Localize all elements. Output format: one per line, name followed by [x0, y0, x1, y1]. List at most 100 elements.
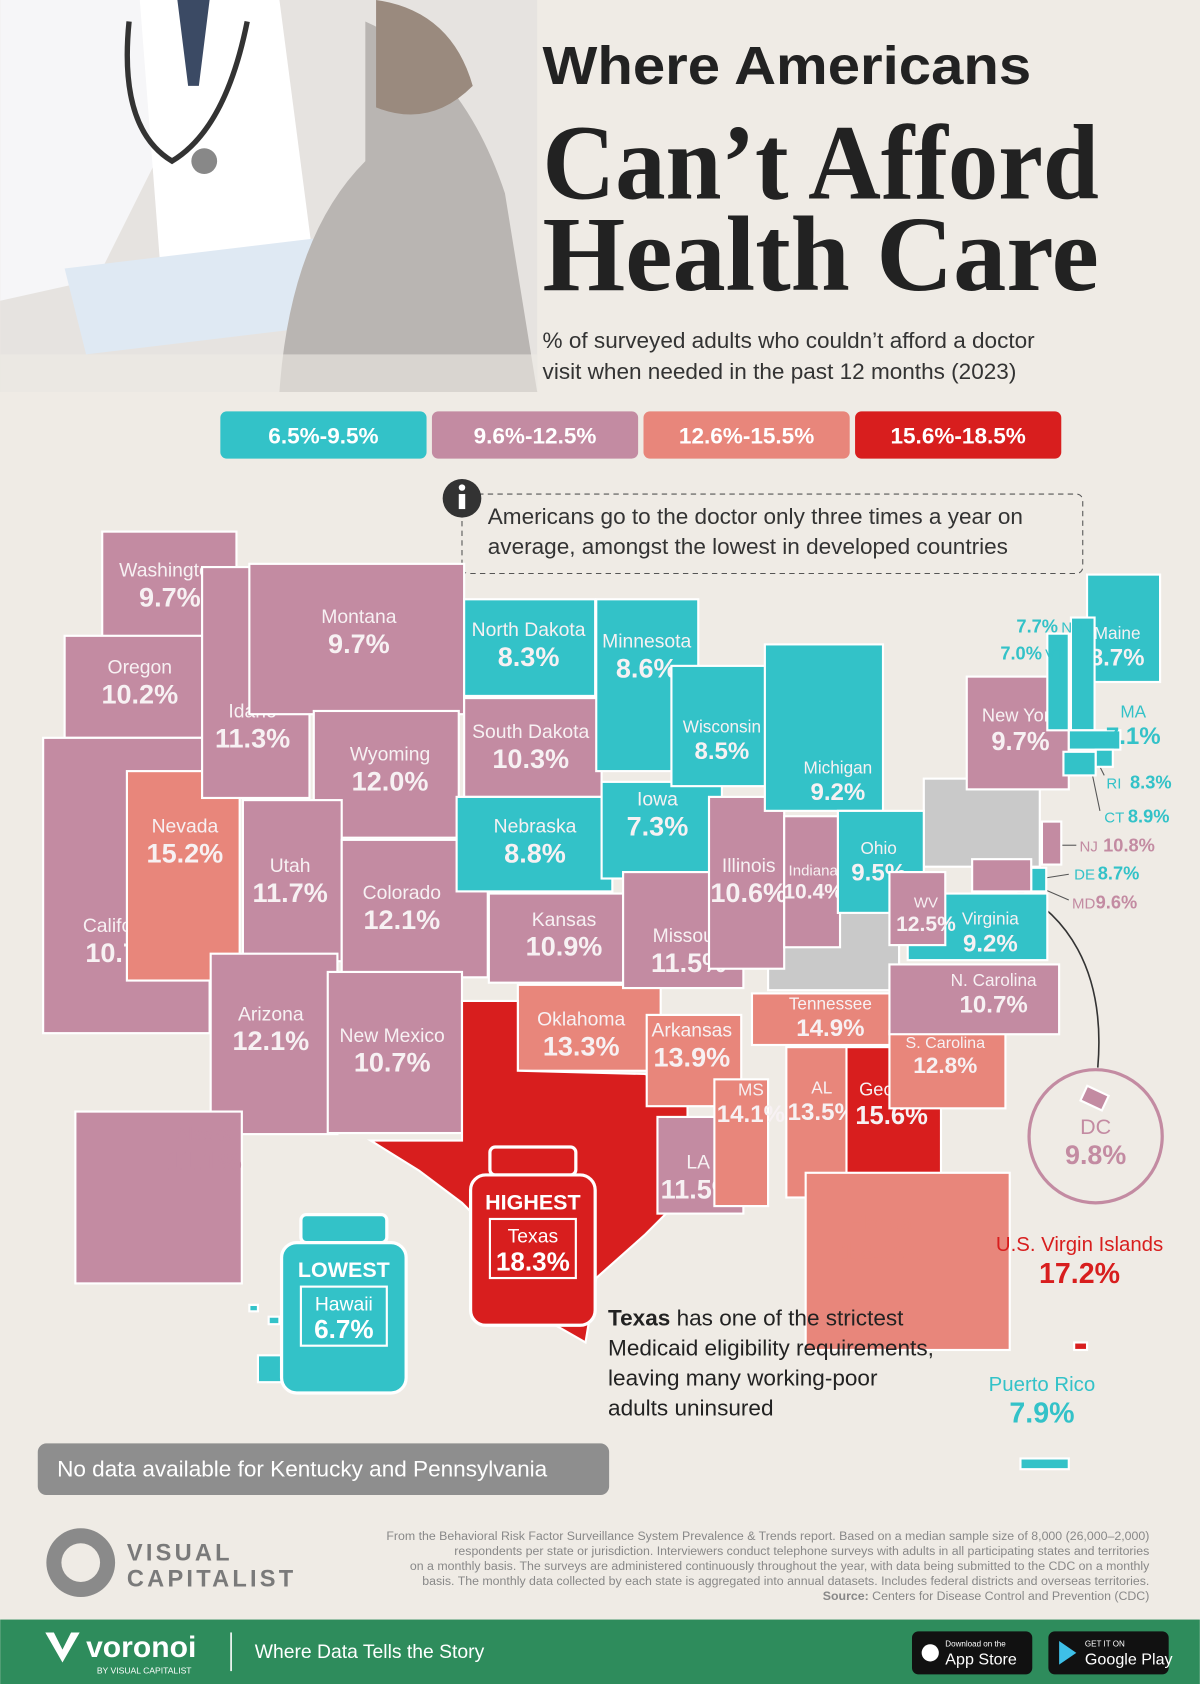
state-name: Wyoming: [350, 744, 430, 765]
note: Texas has one of the strictest: [608, 1305, 904, 1330]
legend-label: 6.5%-9.5%: [268, 424, 378, 449]
methodology-line: basis. The monthly data collected by eac…: [422, 1574, 1149, 1588]
state-name: WV: [914, 895, 938, 912]
state: [1085, 573, 1162, 684]
state-value: 14.1%: [717, 1101, 785, 1128]
source-label: Source:: [823, 1589, 869, 1603]
map: Washington9.7%Oregon10.2%California10.7%…: [42, 530, 1172, 1471]
state-value: 8.3%: [1130, 771, 1172, 792]
logo-text: CAPITALIST: [127, 1566, 297, 1592]
state-value: 8.8%: [504, 838, 566, 868]
state: [763, 643, 885, 812]
state-name: Oklahoma: [537, 1010, 625, 1031]
state-value: 9.8%: [1065, 1140, 1126, 1170]
state-value: 11.1%: [167, 1147, 242, 1177]
state: [1094, 748, 1114, 768]
state-value: 10.7%: [960, 992, 1028, 1019]
state-value: 12.0%: [352, 766, 429, 796]
note: adults uninsured: [608, 1396, 773, 1421]
app-store-button[interactable]: [911, 1631, 1033, 1675]
state-name: VT: [1045, 646, 1064, 663]
bottle-label: [299, 1285, 388, 1347]
bottle-cap: [299, 1213, 389, 1245]
state-value: 13.5%: [788, 1099, 856, 1126]
state-name: Tennessee: [789, 994, 872, 1014]
doctor-coat: [139, 0, 312, 280]
state-name: Maine: [1094, 623, 1141, 643]
state: [888, 870, 947, 947]
methodology-line: From the Behavioral Risk Factor Surveill…: [386, 1529, 1149, 1543]
legend-label: 15.6%-18.5%: [890, 424, 1025, 449]
state-name: Texas: [508, 1227, 559, 1248]
state: [1046, 632, 1070, 732]
state-name: Nebraska: [494, 816, 577, 837]
state-name: North Dakota: [472, 620, 586, 641]
subtitle: visit when needed in the past 12 months …: [543, 359, 1017, 384]
title: Health Care: [543, 195, 1099, 314]
state-value: 11.3%: [215, 723, 290, 753]
state-name: RI: [1106, 775, 1121, 792]
state-name: New Mexico: [340, 1026, 445, 1047]
state: [1030, 866, 1048, 893]
state-name: Missouri: [653, 926, 725, 947]
state: [1079, 1084, 1111, 1112]
state-name: AL: [811, 1077, 832, 1097]
note-text: has one of the strictest: [670, 1305, 904, 1330]
logo-text: VISUAL: [127, 1540, 233, 1566]
state-name: Alaska: [175, 1125, 233, 1146]
state-name: Washington: [119, 561, 220, 582]
google-play-button[interactable]: [1048, 1631, 1169, 1675]
state: [600, 780, 723, 880]
state-value: 7.7%: [1016, 616, 1058, 637]
state-value: 12.1%: [363, 905, 440, 935]
state-name: Iowa: [637, 789, 678, 810]
state-value: 10.2%: [101, 679, 178, 709]
state: [1019, 1457, 1070, 1471]
title: Can’t Afford: [543, 104, 1099, 223]
state-name: Colorado: [363, 883, 441, 904]
bottle-body: [468, 1173, 597, 1327]
state-value: 10.9%: [526, 932, 603, 962]
legend-label: 12.6%-15.5%: [679, 424, 814, 449]
state-name: DE: [1074, 867, 1095, 884]
state-name: U.S. Virgin Islands: [996, 1234, 1163, 1256]
state-value: 8.9%: [1128, 806, 1170, 827]
bottle-cap: [488, 1145, 578, 1177]
state-value: 12.1%: [232, 1026, 309, 1056]
info-icon: [458, 484, 466, 491]
state-value: 11.7%: [253, 878, 328, 908]
state-value: 9.7%: [991, 728, 1050, 756]
voronoi-mark: [45, 1632, 80, 1663]
legend-label: 9.6%-12.5%: [474, 424, 597, 449]
state-name: Minnesota: [602, 632, 691, 653]
state-value: 17.2%: [1039, 1258, 1120, 1290]
state-value: 6.7%: [314, 1314, 373, 1344]
patient-hair: [376, 0, 473, 115]
subtitle: % of surveyed adults who couldn’t afford…: [543, 328, 1036, 353]
state-value: 9.6%: [1096, 892, 1138, 913]
photo-fade: [0, 354, 538, 393]
state-name: CT: [1104, 810, 1124, 827]
state: [455, 795, 614, 893]
methodology-line: respondents per state or jurisdiction. I…: [454, 1544, 1149, 1558]
state-value: 12.9%: [840, 1236, 921, 1268]
title: Where Americans: [543, 36, 1032, 96]
state-name: Kansas: [532, 910, 596, 931]
legend-swatch: [643, 411, 850, 459]
state: [248, 562, 466, 716]
state-name: Oregon: [108, 657, 172, 678]
state-name: LA: [686, 1152, 710, 1173]
source-text: Centers for Disease Control and Preventi…: [869, 1589, 1150, 1603]
no-data-text: No data available for Kentucky and Penns…: [57, 1457, 548, 1482]
state-name: NH: [1061, 620, 1083, 637]
state-name: Puerto Rico: [989, 1374, 1096, 1396]
state-value: 13.3%: [543, 1032, 620, 1062]
state-value: 14.9%: [796, 1015, 864, 1042]
note: Medicaid eligibility requirements,: [608, 1335, 934, 1360]
state-value: 7.1%: [1106, 723, 1161, 750]
state-name: Wisconsin: [683, 716, 761, 736]
state-value: 9.7%: [328, 629, 390, 659]
state-value: 9.7%: [139, 583, 201, 613]
state-name: Montana: [321, 607, 396, 628]
